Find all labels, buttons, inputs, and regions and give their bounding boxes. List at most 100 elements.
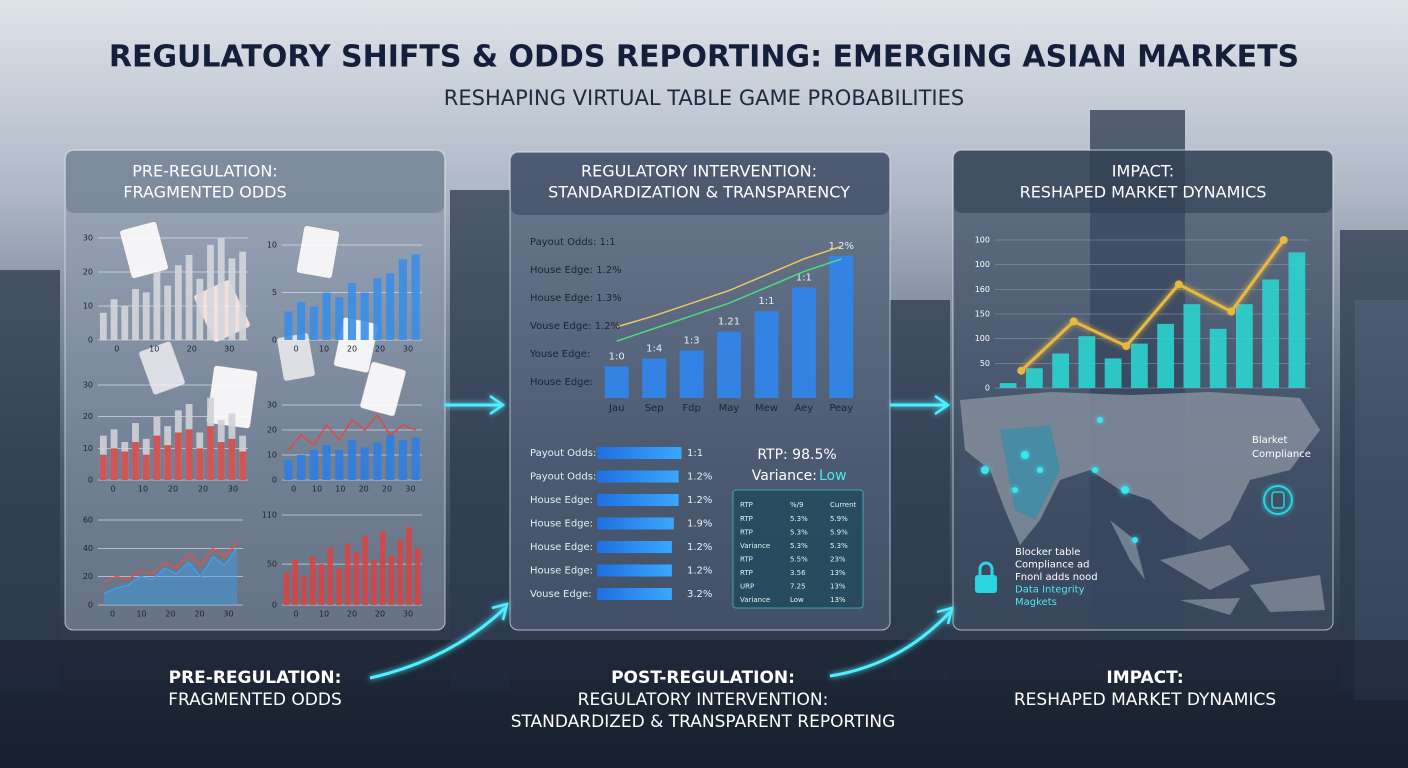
bar xyxy=(174,265,182,340)
odds-bar xyxy=(597,494,679,506)
flow-arrows xyxy=(369,394,954,680)
map xyxy=(960,392,1325,615)
bar xyxy=(398,440,407,480)
bar xyxy=(142,454,150,480)
x-tick-label: 10 xyxy=(149,345,159,354)
table-cell: 5.3% xyxy=(830,542,848,550)
x-tick-label: 20 xyxy=(194,610,204,619)
line-marker xyxy=(1069,317,1078,326)
bar xyxy=(411,254,420,340)
odds-bar xyxy=(597,447,682,459)
x-tick-label: 10 xyxy=(136,610,146,619)
odds-value: 1.2% xyxy=(687,495,712,506)
odds-label: Payout Odds: xyxy=(530,472,596,483)
caption: REGULATORY INTERVENTION: xyxy=(578,690,829,710)
panel-title: STANDARDIZATION & TRANSPARENCY xyxy=(548,183,850,202)
x-tick-label: 30 xyxy=(223,610,233,619)
ground xyxy=(0,640,1408,768)
bar xyxy=(406,527,412,605)
bar xyxy=(335,297,344,340)
bar xyxy=(717,331,741,398)
table-cell: RTP xyxy=(740,529,753,537)
bar xyxy=(164,285,172,340)
line-marker xyxy=(1122,342,1131,351)
odds-value: 3.2% xyxy=(687,589,712,600)
odds-bar xyxy=(597,588,672,600)
variance-value: Low xyxy=(819,468,847,484)
bar xyxy=(829,255,854,398)
x-tick-label: 20 xyxy=(347,610,357,619)
y-tick-label: 110 xyxy=(262,511,277,520)
y-tick-label: 20 xyxy=(83,268,93,277)
bar xyxy=(297,455,306,480)
bar xyxy=(185,255,193,340)
table-cell: 5.9% xyxy=(830,515,848,523)
bar xyxy=(347,283,357,340)
x-tick-label: 20 xyxy=(375,610,385,619)
side-label: House Edge: 1.3% xyxy=(530,293,622,304)
y-tick-label: 30 xyxy=(83,234,93,243)
y-tick-label: 0 xyxy=(272,336,277,345)
y-tick-label: 10 xyxy=(83,444,93,453)
table-frame xyxy=(732,489,864,609)
y-tick-label: 150 xyxy=(975,310,990,319)
bar xyxy=(132,289,139,340)
table-header: %/9 xyxy=(790,501,803,509)
table-cell: 3.56 xyxy=(790,569,806,577)
x-tick-label: Sep xyxy=(645,403,664,414)
bar xyxy=(301,576,307,605)
table-cell: Variance xyxy=(740,542,770,550)
bar-annotation: 1:3 xyxy=(684,336,700,347)
bar xyxy=(132,442,139,480)
table-cell: 13% xyxy=(830,596,846,604)
odds-label: Vouse Edge: xyxy=(530,589,592,600)
bar xyxy=(228,258,236,340)
panel-title: PRE-REGULATION: xyxy=(132,162,277,181)
line xyxy=(1020,239,1285,372)
bar xyxy=(411,437,420,480)
bar xyxy=(322,292,331,340)
table-cell: 13% xyxy=(830,583,846,591)
odds-bar xyxy=(597,564,672,577)
odds-value: 1.9% xyxy=(687,519,712,530)
bar xyxy=(1288,252,1306,388)
note-line: Blocker table xyxy=(1015,547,1080,558)
line xyxy=(616,245,842,328)
note-line: Magkets xyxy=(1015,597,1057,608)
odds-value: 1:1 xyxy=(687,448,703,459)
x-tick-label: 10 xyxy=(312,485,322,494)
caption: FRAGMENTED ODDS xyxy=(168,690,342,710)
bar xyxy=(196,278,204,340)
y-tick-label: 30 xyxy=(83,381,93,390)
x-tick-label: 0 xyxy=(291,485,296,494)
bar xyxy=(373,278,382,340)
bar xyxy=(322,445,331,480)
bar xyxy=(327,547,333,605)
y-tick-label: 5 xyxy=(272,288,277,297)
side-label: Payout Odds: 1:1 xyxy=(530,237,616,248)
y-tick-label: 20 xyxy=(83,572,93,581)
bar xyxy=(371,560,377,605)
bar xyxy=(217,238,225,340)
bar xyxy=(335,450,344,480)
bar xyxy=(1052,353,1070,388)
line xyxy=(616,258,842,342)
y-tick-label: 10 xyxy=(83,302,93,311)
note-line: Fnonl adds nood xyxy=(1015,572,1098,583)
x-tick-label: 20 xyxy=(382,485,392,494)
table-cell: 5.3% xyxy=(790,515,808,523)
x-tick-label: 10 xyxy=(335,485,345,494)
bar xyxy=(754,311,779,398)
y-tick-label: 20 xyxy=(267,426,277,435)
table-cell: 13% xyxy=(830,569,846,577)
bar xyxy=(336,568,342,605)
table-cell: 5.3% xyxy=(790,529,808,537)
x-tick-label: Mew xyxy=(755,403,778,414)
bar xyxy=(604,366,629,398)
bar xyxy=(185,429,193,480)
bar xyxy=(347,440,357,480)
x-tick-label: 0 xyxy=(110,485,115,494)
x-tick-label: 20 xyxy=(198,485,208,494)
x-tick-label: 20 xyxy=(187,345,197,354)
table-header: RTP xyxy=(740,501,753,509)
